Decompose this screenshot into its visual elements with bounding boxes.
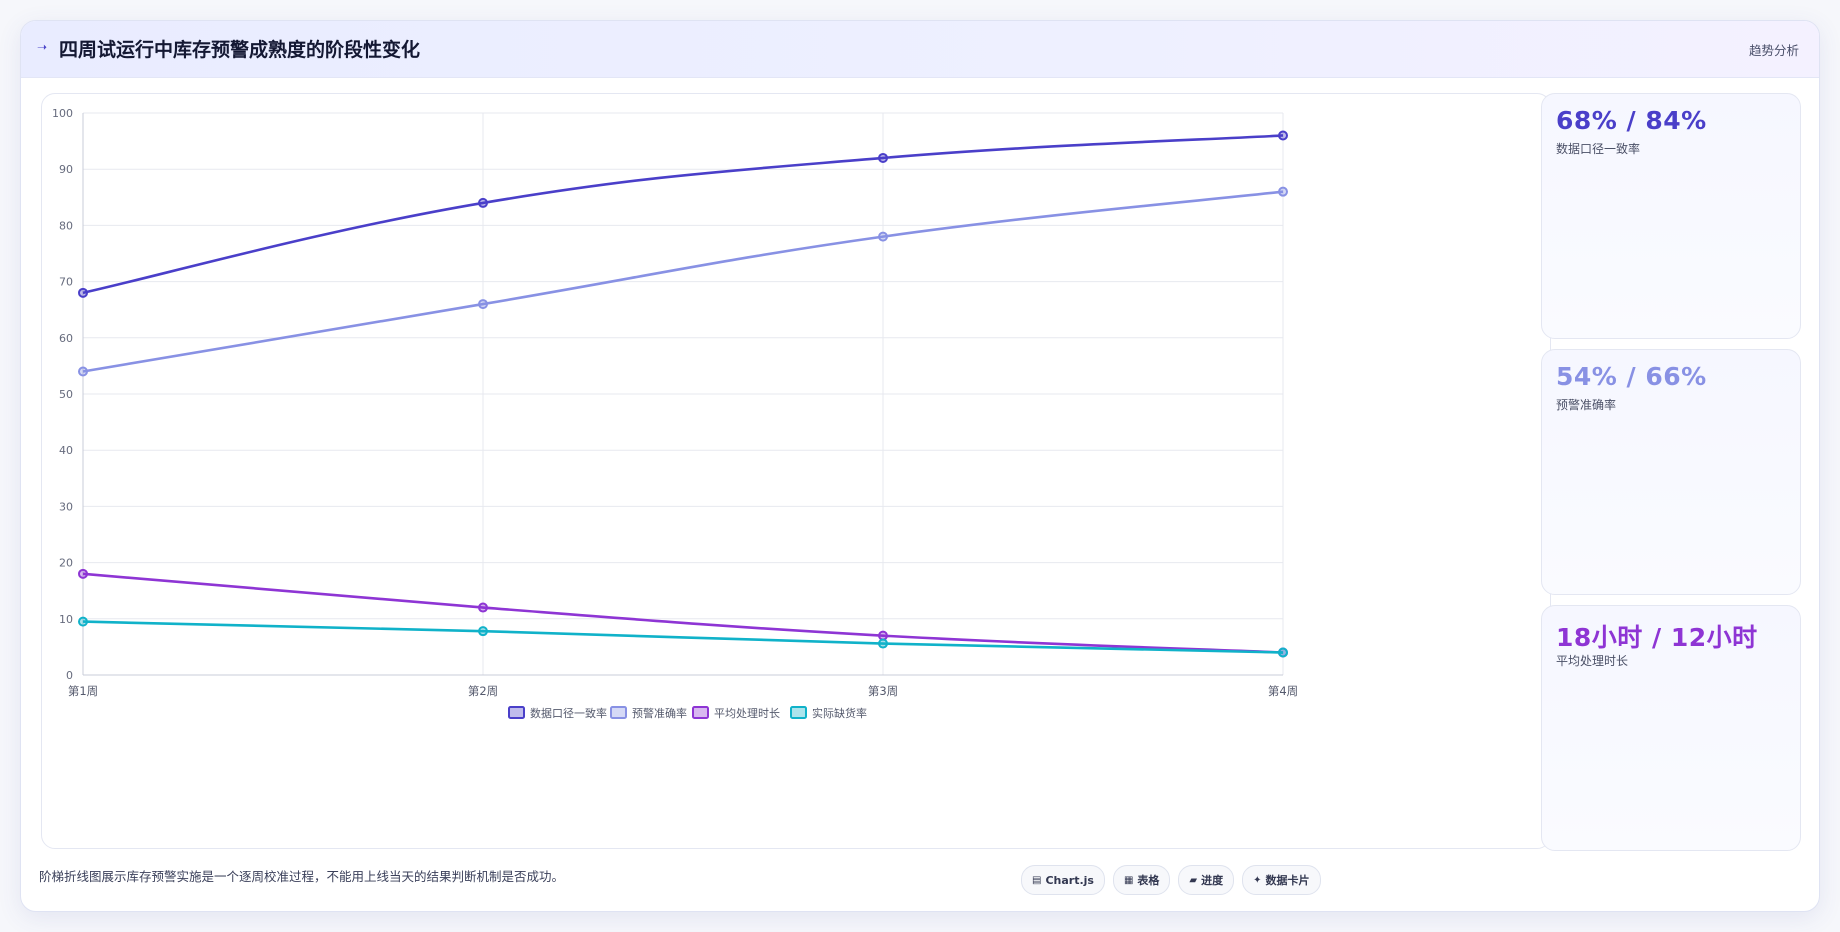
progress-icon: ▰ <box>1189 874 1198 886</box>
tool-chips: ▤ Chart.js ▦ 表格 ▰ 进度 ✦ 数据卡片 <box>1021 865 1321 895</box>
metric-value: 54% / 66% <box>1556 362 1707 391</box>
line-chart: 0 10 20 30 40 50 60 70 80 90 100 第1周 第2周 第3周 第4周数据口径一致… <box>52 107 1298 720</box>
x-tick-label: 第4周 <box>1268 684 1298 698</box>
y-tick-label: 60 <box>59 332 73 345</box>
y-tick-label: 70 <box>59 276 73 289</box>
legend-swatch <box>790 706 807 719</box>
data-point <box>78 287 88 298</box>
x-tick-label: 第2周 <box>468 684 498 698</box>
legend-label: 平均处理时长 <box>714 707 780 720</box>
y-tick-label: 0 <box>66 669 73 682</box>
data-point <box>1278 647 1288 658</box>
legend-label: 实际缺货率 <box>812 706 867 720</box>
y-tick-label: 80 <box>59 219 73 232</box>
dashboard-card: ➝ 四周试运行中库存预警成熟度的阶段性变化 趋势分析 0 10 20 30 40 50 60… <box>20 20 1820 912</box>
data-point <box>478 299 488 310</box>
metric-card-consistency: 68% / 84% 数据口径一致率 <box>1541 93 1801 339</box>
data-point <box>78 568 88 579</box>
chip-label: 数据卡片 <box>1265 874 1310 887</box>
page-title: 四周试运行中库存预警成熟度的阶段性变化 <box>59 39 421 61</box>
trend-icon: ➝ <box>37 40 48 54</box>
table-icon: ▦ <box>1123 874 1134 886</box>
metric-card-handling-time: 18小时 / 12小时 平均处理时长 <box>1541 605 1801 851</box>
chart-icon: ▤ <box>1032 874 1042 886</box>
chip-progress[interactable]: ▰ 进度 <box>1178 865 1235 895</box>
card-icon: ✦ <box>1253 874 1262 886</box>
legend-swatch <box>692 706 709 719</box>
series-line <box>82 190 1284 373</box>
y-tick-label: 100 <box>52 107 73 120</box>
chip-data-card[interactable]: ✦ 数据卡片 <box>1242 865 1321 895</box>
chart-panel: 0 10 20 30 40 50 60 70 80 90 100 第1周 第2周 第3周 第4周数据口径一致… <box>41 93 1551 849</box>
y-tick-label: 90 <box>59 163 73 176</box>
metric-value: 18小时 / 12小时 <box>1556 623 1758 652</box>
data-point <box>1278 186 1288 197</box>
data-point <box>1278 130 1288 141</box>
data-point <box>478 602 488 613</box>
series-line <box>82 620 1284 654</box>
chart-caption: 阶梯折线图展示库存预警实施是一个逐周校准过程，不能用上线当天的结果判断机制是否成… <box>39 869 565 884</box>
metric-label: 预警准确率 <box>1556 398 1617 412</box>
chip-table[interactable]: ▦ 表格 <box>1112 865 1171 895</box>
legend-swatch <box>508 706 525 719</box>
series-line <box>82 572 1284 654</box>
y-tick-label: 40 <box>59 444 73 457</box>
metric-value: 68% / 84% <box>1556 106 1707 135</box>
x-tick-label: 第1周 <box>68 684 98 698</box>
view-tag[interactable]: 趋势分析 <box>1748 43 1799 58</box>
y-tick-label: 30 <box>59 500 73 513</box>
data-point <box>878 630 888 641</box>
data-point <box>478 626 488 637</box>
chip-label: Chart.js <box>1045 873 1094 887</box>
data-point <box>478 197 488 208</box>
chip-chartjs[interactable]: ▤ Chart.js <box>1021 865 1105 895</box>
legend-swatch <box>610 706 627 719</box>
x-tick-label: 第3周 <box>868 684 898 698</box>
data-point <box>78 616 88 627</box>
metric-label: 平均处理时长 <box>1556 654 1629 668</box>
series-line <box>82 134 1284 295</box>
legend-label: 数据口径一致率 <box>530 706 607 720</box>
metric-label: 数据口径一致率 <box>1556 142 1641 156</box>
y-tick-label: 10 <box>59 613 73 626</box>
data-point <box>78 366 88 377</box>
data-point <box>878 638 888 649</box>
data-point <box>878 231 888 242</box>
data-point <box>878 152 888 163</box>
chip-label: 进度 <box>1201 874 1224 887</box>
card-header: ➝ 四周试运行中库存预警成熟度的阶段性变化 趋势分析 <box>21 21 1819 78</box>
y-tick-label: 50 <box>59 388 73 401</box>
y-tick-label: 20 <box>59 557 73 570</box>
metric-card-accuracy: 54% / 66% 预警准确率 <box>1541 349 1801 595</box>
chip-label: 表格 <box>1137 874 1160 887</box>
legend-label: 预警准确率 <box>632 706 687 720</box>
